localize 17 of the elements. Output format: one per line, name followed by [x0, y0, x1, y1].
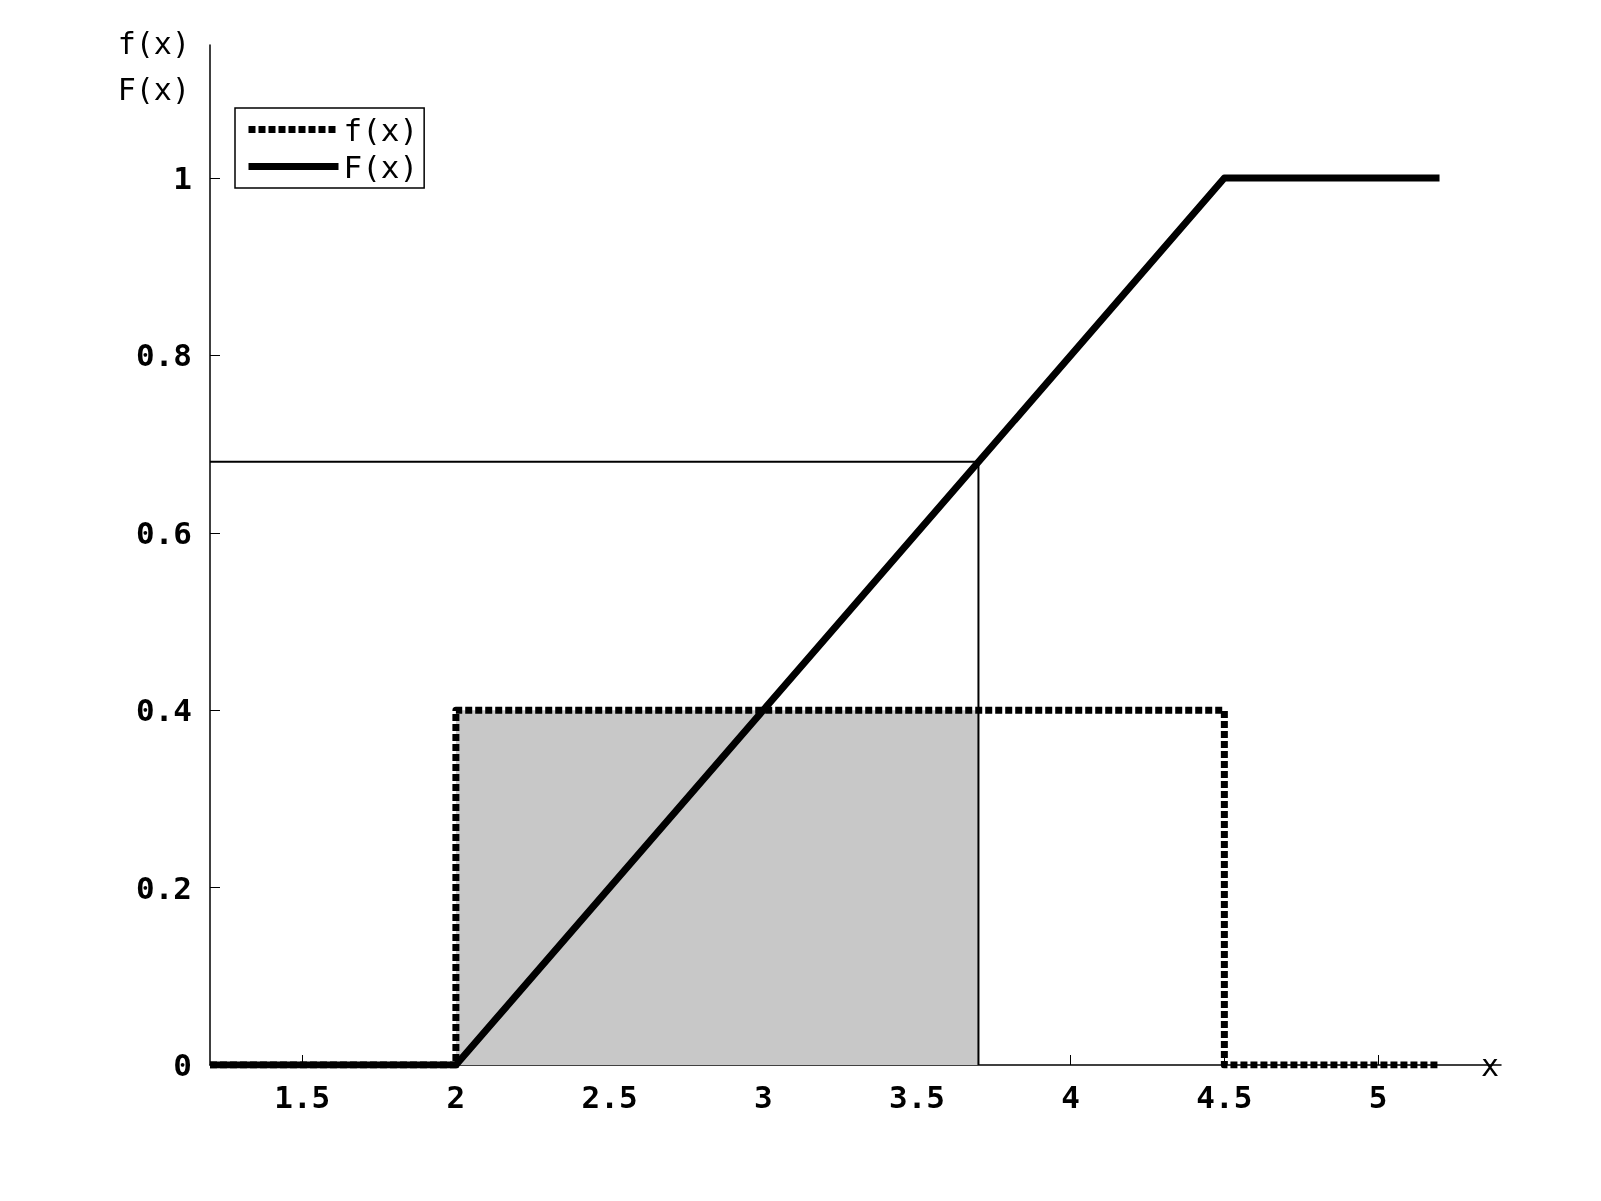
- y-tick-label: 0.6: [136, 514, 192, 551]
- y-axis-title: f(x) F(x): [117, 25, 190, 107]
- y-tick-label: 0.2: [136, 869, 192, 906]
- x-tick-label: 3.5: [888, 1078, 945, 1115]
- legend-label: f(x): [343, 111, 419, 148]
- legend-label: F(x): [343, 148, 419, 185]
- x-tick-label: 2: [446, 1078, 466, 1115]
- x-tick-label: 4.5: [1196, 1078, 1253, 1115]
- y-tick-label: 0.8: [136, 337, 192, 374]
- x-tick-label: 4: [1061, 1078, 1080, 1115]
- x-tick-label: 2.5: [581, 1078, 638, 1115]
- y-tick-label: 0: [173, 1047, 192, 1083]
- y-tick-label: 0.4: [136, 692, 192, 729]
- x-tick-label: 1.5: [274, 1078, 331, 1115]
- y-tick-label: 1: [173, 160, 192, 197]
- x-tick-label: 5: [1368, 1078, 1388, 1115]
- x-tick-label: 3: [753, 1078, 773, 1115]
